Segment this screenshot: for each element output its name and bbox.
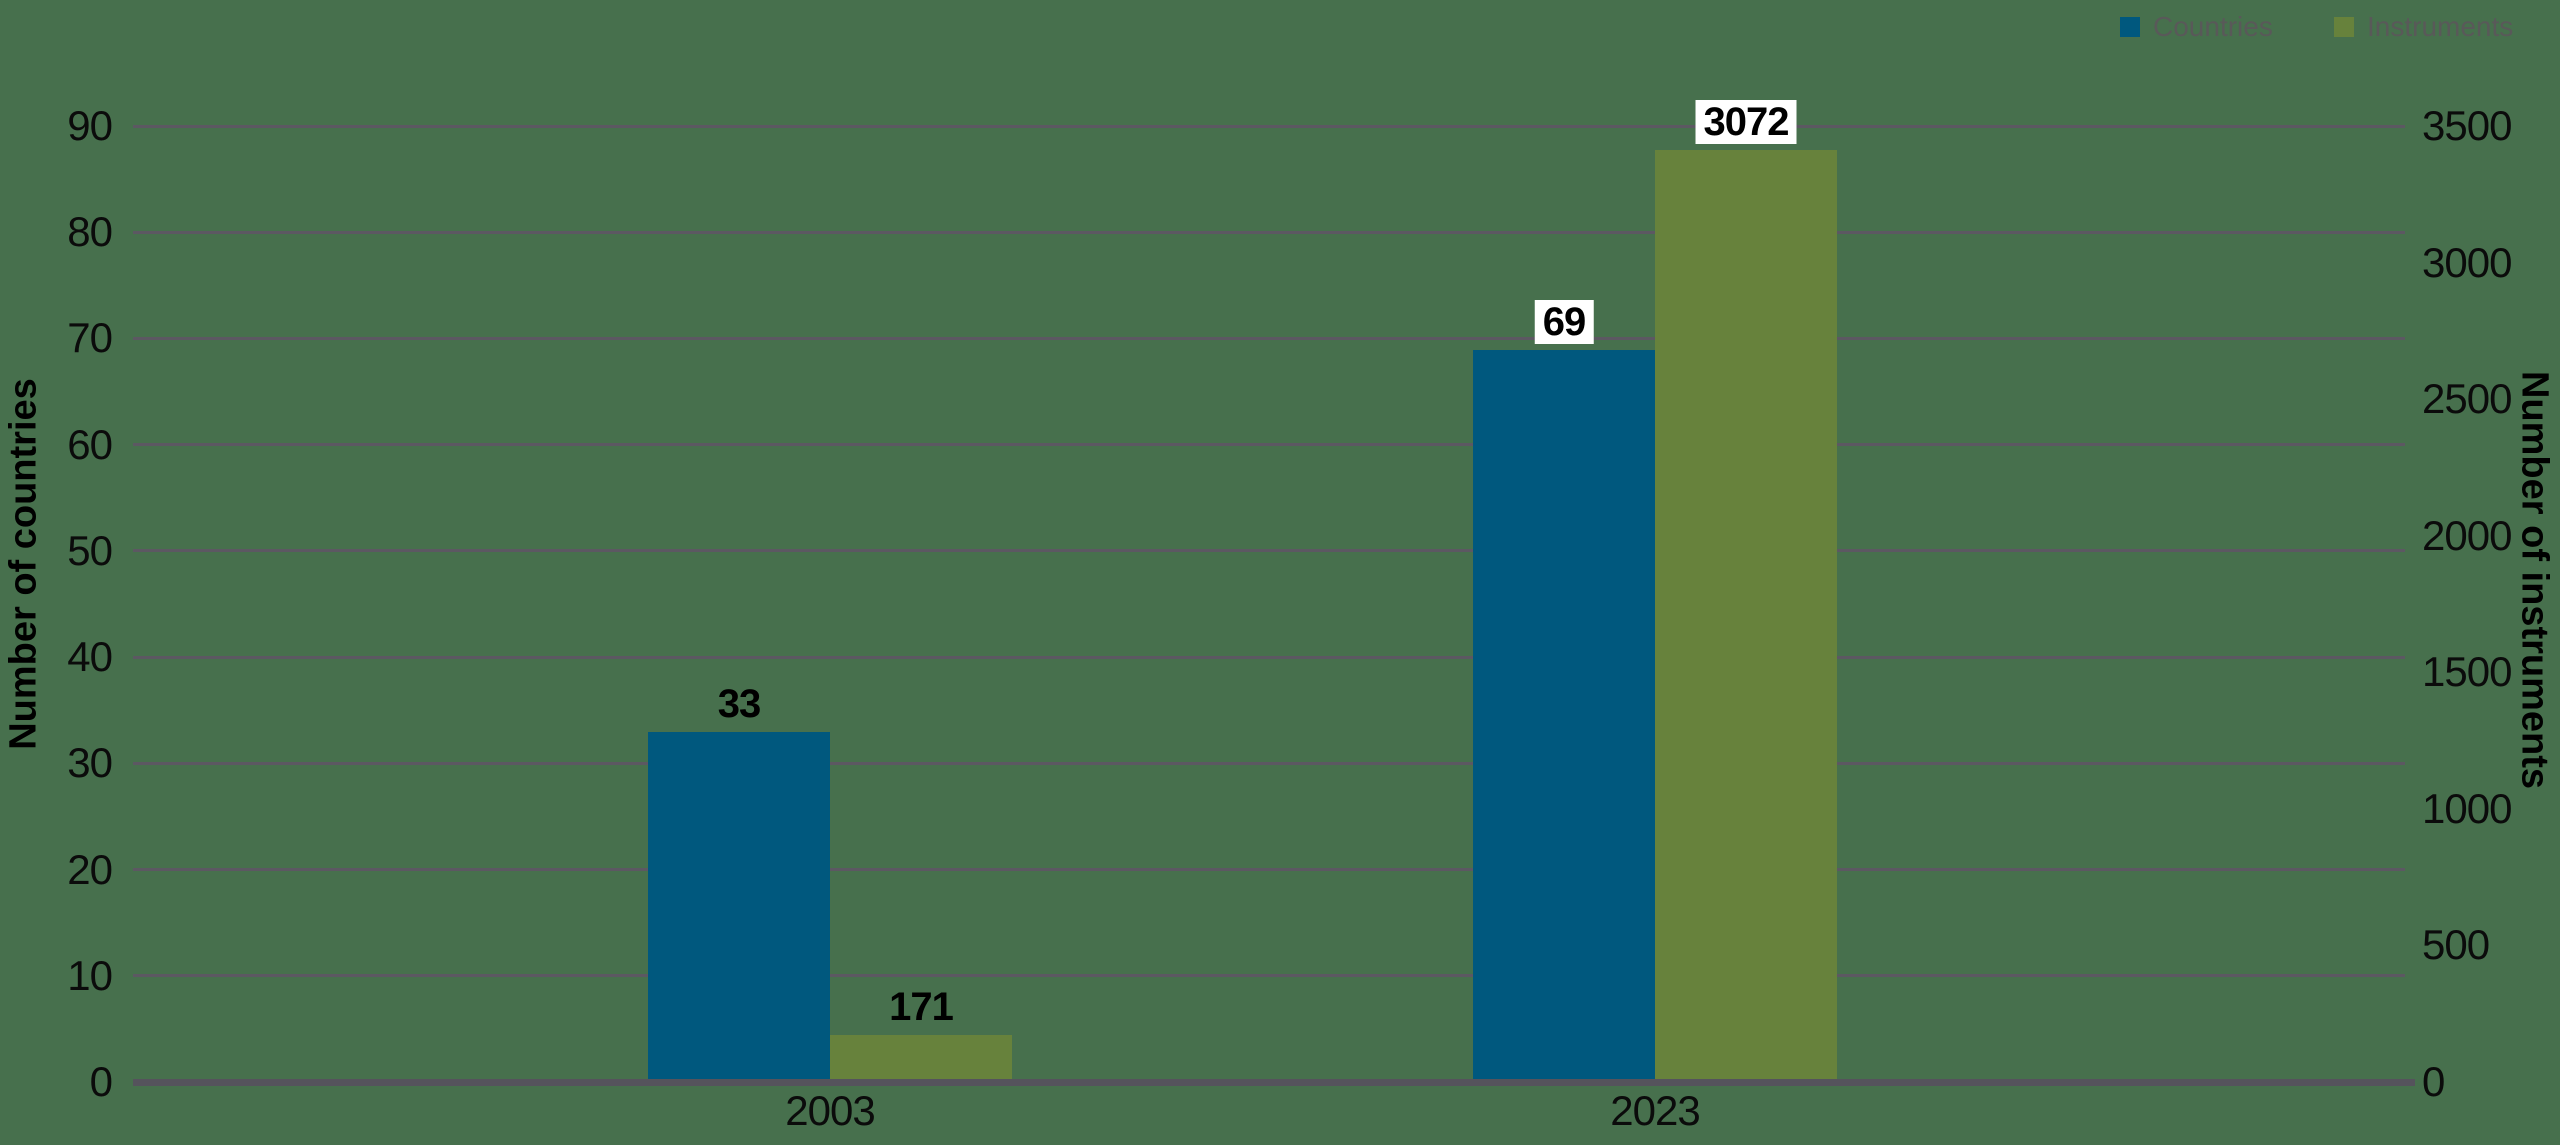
legend-label-instruments: Instruments	[2367, 11, 2514, 42]
gridline	[133, 655, 2405, 659]
bar-2003-countries	[648, 732, 830, 1079]
left-axis-tick-label: 40	[67, 633, 113, 681]
bar-2023-instruments	[1655, 150, 1837, 1079]
right-axis-title: Number of instruments	[2513, 370, 2556, 790]
left-axis-tick-label: 60	[67, 420, 113, 468]
gridline	[133, 549, 2405, 553]
category-label-2023: 2023	[1610, 1087, 1700, 1134]
right-axis-tick-label: 1000	[2422, 784, 2512, 832]
left-axis-tick-label: 50	[67, 526, 113, 574]
left-axis-tick-label: 0	[89, 1058, 113, 1105]
left-axis-tick-label: 20	[67, 845, 113, 893]
legend-item-countries: Countries	[2120, 12, 2273, 42]
gridline	[133, 336, 2405, 340]
legend-item-instruments: Instruments	[2334, 12, 2513, 42]
data-label-2003-instruments: 171	[889, 985, 954, 1029]
gridline	[133, 761, 2405, 765]
bar-2023-countries	[1473, 350, 1655, 1079]
left-axis-tick-label: 80	[67, 208, 113, 256]
gridline	[133, 230, 2405, 234]
left-axis-tick-label: 70	[67, 314, 113, 362]
x-axis-baseline	[133, 1079, 2415, 1086]
right-axis-tick-label: 3500	[2422, 102, 2512, 149]
gridline	[133, 443, 2405, 447]
right-axis-tick-label: 2000	[2422, 511, 2512, 559]
right-axis-tick-label: 1500	[2422, 648, 2512, 696]
legend-label-countries: Countries	[2153, 11, 2273, 42]
instruments-series-swatch-icon	[2334, 17, 2354, 37]
countries-series-swatch-icon	[2120, 17, 2140, 37]
bar-2003-instruments	[830, 1035, 1012, 1079]
right-axis-tick-label: 500	[2422, 921, 2490, 969]
right-axis-tick-label: 0	[2422, 1058, 2445, 1105]
left-axis-tick-label: 90	[67, 102, 113, 149]
left-axis-title: Number of countries	[2, 378, 45, 750]
left-axis-tick-label: 30	[67, 739, 113, 787]
data-label-2023-countries: 69	[1534, 300, 1594, 344]
gridline	[133, 868, 2405, 872]
right-axis-tick-label: 3000	[2422, 238, 2512, 286]
left-axis-tick-label: 10	[67, 951, 113, 999]
data-label-2023-instruments: 3072	[1695, 100, 1797, 144]
gridline	[133, 124, 2405, 128]
gridline	[133, 974, 2405, 978]
category-label-2003: 2003	[785, 1087, 875, 1134]
data-label-2003-countries: 33	[717, 682, 761, 726]
right-axis-tick-label: 2500	[2422, 375, 2512, 423]
